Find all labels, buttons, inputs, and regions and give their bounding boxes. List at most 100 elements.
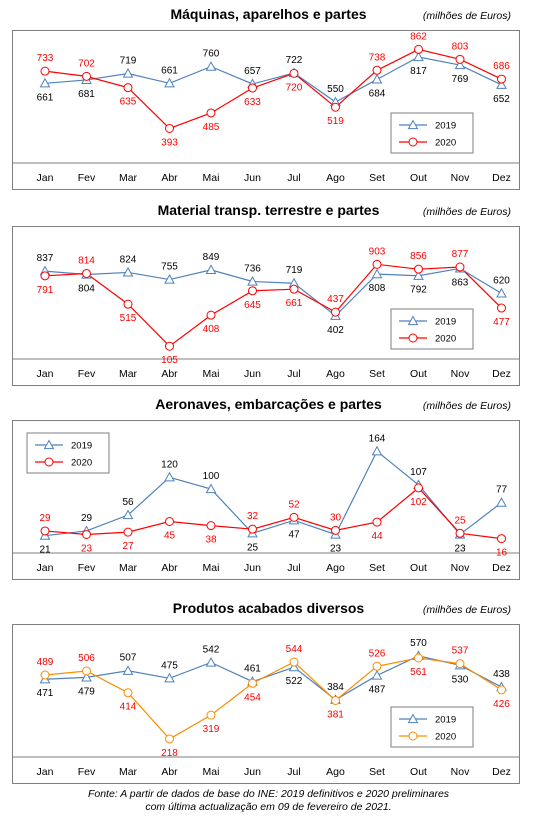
data-label-2020: 437: [327, 294, 344, 305]
series-line-2019: [44, 56, 502, 103]
x-tick-label: Jun: [244, 172, 261, 184]
data-point-2019: [496, 287, 507, 298]
line-chart: Jan Fev Mar Abr Mai Jun Jul Ago Set Out Nov Dez 837 8…: [13, 246, 519, 380]
data-label-2020: 29: [39, 513, 51, 524]
data-point-2019: [205, 61, 217, 71]
x-tick-label: Fev: [78, 562, 96, 574]
data-label-2020: 414: [120, 702, 137, 713]
x-tick-label: Out: [410, 368, 427, 380]
data-point-2019: [122, 67, 134, 78]
data-label-2019: 657: [244, 66, 261, 77]
data-point-2019: [205, 656, 217, 667]
data-point-2020: [40, 670, 50, 680]
data-point-2020: [165, 517, 174, 526]
data-label-2020: 52: [288, 499, 300, 510]
data-label-2020: 393: [161, 137, 178, 148]
data-point-2020: [248, 678, 257, 688]
legend-marker-2020: [408, 137, 418, 147]
x-tick-label: Dez: [492, 172, 511, 184]
data-label-2020: 319: [203, 724, 220, 735]
data-point-2020: [372, 661, 382, 671]
data-label-2019: 755: [161, 262, 178, 273]
legend-marker-2019: [407, 315, 419, 326]
data-label-2020: 23: [81, 543, 93, 554]
data-label-2019: 23: [330, 543, 342, 554]
data-point-2020: [414, 483, 423, 493]
data-label-2019: 438: [493, 669, 510, 680]
data-label-2020: 454: [244, 692, 261, 703]
data-label-2019: 120: [161, 459, 178, 470]
x-tick-label: Mai: [203, 766, 220, 778]
data-point-2019: [122, 509, 134, 520]
data-point-2020: [248, 524, 257, 534]
data-point-2019: [371, 268, 383, 279]
data-label-2019: 817: [410, 66, 427, 77]
data-label-2020: 686: [493, 61, 510, 72]
data-label-2020: 16: [496, 548, 508, 559]
data-label-2019: 29: [81, 513, 93, 524]
data-label-2020: 702: [78, 58, 95, 69]
data-point-2020: [289, 657, 299, 667]
chart-title: Máquinas, aparelhos e partes: [170, 6, 367, 22]
line-chart: Jan Fev Mar Abr Mai Jun Jul Ago Set Out Nov Dez 661 6…: [13, 31, 519, 184]
data-label-2020: 105: [161, 355, 178, 366]
data-point-2020: [331, 525, 340, 535]
legend-marker-2019: [407, 713, 419, 724]
data-label-2019: 47: [288, 529, 300, 540]
data-point-2019: [496, 79, 507, 89]
data-point-2019: [164, 77, 175, 88]
data-label-2020: 408: [203, 324, 220, 335]
chart-frame: Jan Fev Mar Abr Mai Jun Jul Ago Set Out Nov Dez 21 29…: [12, 420, 520, 580]
x-tick-label: Abr: [161, 172, 178, 184]
data-label-2019: 479: [78, 686, 95, 697]
x-tick-label: Jul: [287, 172, 300, 184]
data-label-2019: 804: [78, 284, 95, 295]
legend-box: [390, 308, 474, 350]
data-label-2019: 736: [244, 263, 261, 274]
data-point-2019: [39, 77, 51, 88]
legend-marker-2020: [408, 333, 418, 343]
data-point-2019: [371, 445, 383, 456]
data-point-2020: [497, 74, 506, 84]
data-point-2020: [331, 695, 340, 705]
data-label-2020: 561: [410, 667, 427, 678]
data-label-2020: 526: [369, 648, 386, 659]
data-label-2020: 733: [37, 53, 54, 64]
data-label-2020: 633: [244, 97, 261, 108]
source-footer: Fonte: A partir de dados de base do INE:…: [0, 788, 537, 814]
data-point-2020: [123, 527, 133, 537]
data-label-2020: 32: [247, 511, 259, 522]
data-label-2020: 515: [120, 313, 137, 324]
data-label-2019: 808: [369, 283, 386, 294]
data-point-2019: [122, 665, 134, 675]
data-point-2020: [331, 307, 340, 317]
data-label-2019: 684: [369, 88, 386, 99]
x-tick-label: Abr: [161, 368, 178, 380]
series-line-2019: [44, 267, 502, 317]
data-point-2020: [40, 526, 50, 536]
x-tick-label: Jan: [37, 562, 54, 574]
x-tick-label: Dez: [492, 562, 511, 574]
data-label-2019: 824: [120, 254, 137, 265]
data-label-2020: 218: [161, 748, 178, 759]
unit-note: (milhões de Euros): [422, 206, 511, 218]
data-label-2020: 485: [203, 122, 220, 133]
data-label-2020: 477: [493, 317, 510, 328]
unit-note: (milhões de Euros): [422, 604, 511, 616]
x-tick-label: Mar: [119, 562, 138, 574]
series-line-2019: [44, 655, 502, 701]
data-point-2019: [371, 73, 383, 84]
data-point-2020: [40, 66, 50, 76]
data-label-2020: 44: [371, 531, 383, 542]
data-point-2020: [82, 268, 91, 278]
data-point-2020: [123, 299, 133, 309]
x-tick-label: Nov: [451, 368, 470, 380]
x-tick-label: Ago: [326, 368, 345, 380]
x-tick-label: Mar: [119, 172, 138, 184]
data-point-2020: [206, 710, 216, 720]
chart-panel-maquinas: Máquinas, aparelhos e partes (milhões de…: [0, 6, 537, 196]
data-point-2020: [455, 262, 465, 272]
data-label-2020: 426: [493, 699, 510, 710]
x-tick-label: Dez: [492, 766, 511, 778]
x-tick-label: Jul: [287, 562, 300, 574]
